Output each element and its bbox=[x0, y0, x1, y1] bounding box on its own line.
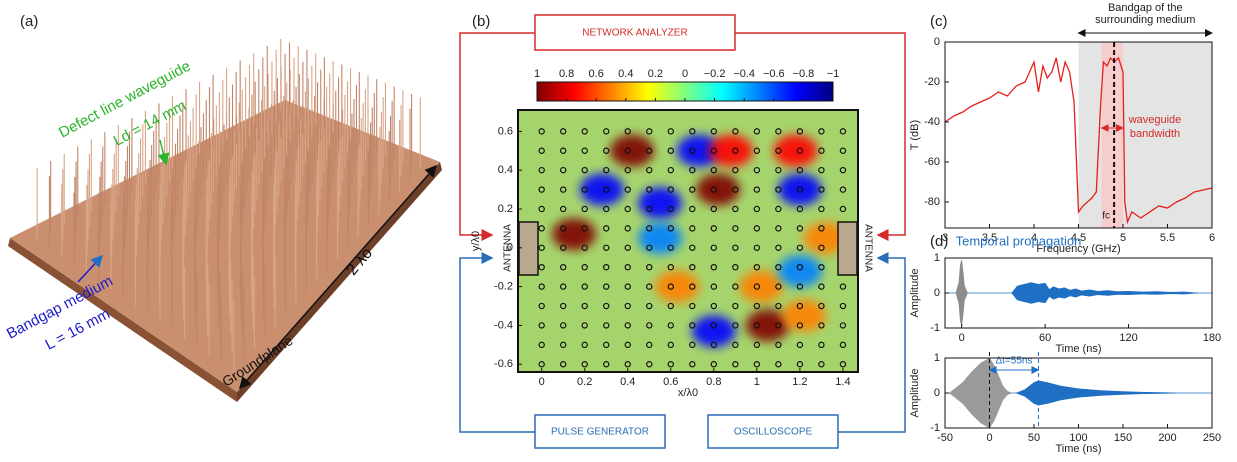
hotspot bbox=[739, 271, 783, 303]
bandgap-label: surrounding medium bbox=[1095, 14, 1195, 26]
y-tick-label: -0.6 bbox=[494, 358, 513, 370]
y-axis-label: y/λ0 bbox=[470, 231, 482, 251]
x-tick-label: 120 bbox=[1119, 332, 1137, 344]
colorbar-tick-label: 0.2 bbox=[648, 68, 663, 80]
shaded-band bbox=[1102, 42, 1123, 228]
x-tick-label: 0.4 bbox=[620, 376, 635, 388]
y-tick-label: -1 bbox=[930, 422, 940, 434]
instrument-label: NETWORK ANALYZER bbox=[582, 28, 687, 39]
bandwidth-label: waveguide bbox=[1128, 114, 1182, 126]
x-tick-label: 0 bbox=[986, 432, 992, 444]
colorbar-tick-label: −0.8 bbox=[793, 68, 815, 80]
hotspot bbox=[552, 218, 596, 250]
fc-label: fc bbox=[1102, 211, 1110, 222]
x-tick-label: 0 bbox=[539, 376, 545, 388]
y-tick-label: 0.2 bbox=[498, 203, 513, 215]
hotspot bbox=[638, 222, 682, 254]
y-tick-label: -20 bbox=[924, 76, 940, 88]
y-tick-label: -80 bbox=[924, 196, 940, 208]
y-tick-label: 1 bbox=[934, 252, 940, 264]
colorbar-tick-label: 0 bbox=[682, 68, 688, 80]
delay-label: Δt=55ns bbox=[995, 356, 1032, 367]
y-axis-label: T (dB) bbox=[909, 120, 921, 150]
bandgap-label: Bandgap of the bbox=[1108, 2, 1183, 14]
panel-label: (a) bbox=[20, 13, 38, 30]
antenna bbox=[838, 222, 857, 275]
x-tick-label: 5 bbox=[1120, 232, 1126, 244]
hotspot bbox=[709, 135, 753, 167]
x-axis-label: x/λ0 bbox=[678, 387, 698, 399]
x-tick-label: 0.8 bbox=[706, 376, 721, 388]
colorbar-tick-label: −1 bbox=[827, 68, 840, 80]
envelope-upper bbox=[956, 260, 967, 293]
colorbar-tick-label: 0.8 bbox=[559, 68, 574, 80]
colorbar-tick-label: 1 bbox=[534, 68, 540, 80]
x-tick-label: 3 bbox=[942, 232, 948, 244]
hotspot bbox=[778, 174, 822, 206]
hotspot bbox=[638, 187, 682, 219]
y-tick-label: 0 bbox=[507, 242, 513, 254]
x-tick-label: 60 bbox=[1039, 332, 1051, 344]
chart-title: Temporal propagation bbox=[956, 233, 1082, 248]
colorbar-tick-label: −0.2 bbox=[704, 68, 726, 80]
envelope-lower bbox=[949, 393, 1011, 428]
x-tick-label: 5.5 bbox=[1160, 232, 1175, 244]
colorbar-tick-label: 0.6 bbox=[589, 68, 604, 80]
envelope-upper bbox=[1012, 283, 1198, 294]
x-tick-label: 0.6 bbox=[663, 376, 678, 388]
colorbar-tick-label: −0.6 bbox=[763, 68, 785, 80]
panel-label: (c) bbox=[930, 13, 948, 30]
x-tick-label: 6 bbox=[1209, 232, 1215, 244]
x-tick-label: 200 bbox=[1158, 432, 1176, 444]
y-axis-label: Amplitude bbox=[909, 369, 921, 418]
x-tick-label: 0 bbox=[959, 332, 965, 344]
colorbar-tick-label: −0.4 bbox=[733, 68, 755, 80]
envelope-upper bbox=[1016, 381, 1176, 393]
hotspot bbox=[610, 135, 654, 167]
x-tick-label: 1 bbox=[754, 376, 760, 388]
x-axis-label: Time (ns) bbox=[1055, 443, 1101, 455]
instrument-label: OSCILLOSCOPE bbox=[734, 427, 813, 438]
y-tick-label: 0.6 bbox=[498, 125, 513, 137]
y-tick-label: -0.2 bbox=[494, 281, 513, 293]
y-tick-label: 0 bbox=[934, 36, 940, 48]
y-tick-label: 1 bbox=[934, 352, 940, 364]
y-tick-label: -60 bbox=[924, 156, 940, 168]
x-tick-label: 0.2 bbox=[577, 376, 592, 388]
panel-label: (b) bbox=[472, 13, 490, 30]
envelope-lower bbox=[1012, 293, 1198, 304]
x-tick-label: 1.2 bbox=[792, 376, 807, 388]
hotspot bbox=[774, 135, 818, 167]
figure: (a) Defect line waveguide Ld = 14 mm Ban… bbox=[0, 0, 1237, 462]
y-tick-label: 0.4 bbox=[498, 164, 513, 176]
y-tick-label: -40 bbox=[924, 116, 940, 128]
hotspot bbox=[580, 174, 624, 206]
bandwidth-label: bandwidth bbox=[1130, 128, 1180, 140]
x-tick-label: 250 bbox=[1203, 432, 1221, 444]
y-tick-label: 0 bbox=[934, 387, 940, 399]
hotspot bbox=[778, 255, 822, 287]
x-axis-label: Time (ns) bbox=[1055, 343, 1101, 355]
x-tick-label: 50 bbox=[1028, 432, 1040, 444]
envelope-lower bbox=[956, 293, 967, 326]
antenna-label: ANTENNA bbox=[862, 224, 873, 272]
hotspot bbox=[696, 174, 740, 206]
y-tick-label: 0 bbox=[934, 287, 940, 299]
hotspot bbox=[655, 271, 699, 303]
antenna bbox=[519, 222, 538, 275]
x-tick-label: 150 bbox=[1114, 432, 1132, 444]
y-tick-label: -0.4 bbox=[494, 319, 513, 331]
y-axis-label: Amplitude bbox=[909, 269, 921, 318]
y-tick-label: -1 bbox=[930, 322, 940, 334]
x-tick-label: 1.4 bbox=[835, 376, 850, 388]
colorbar-tick-label: 0.4 bbox=[618, 68, 633, 80]
instrument-label: PULSE GENERATOR bbox=[551, 427, 649, 438]
x-tick-label: 180 bbox=[1203, 332, 1221, 344]
envelope-lower bbox=[1016, 393, 1176, 405]
